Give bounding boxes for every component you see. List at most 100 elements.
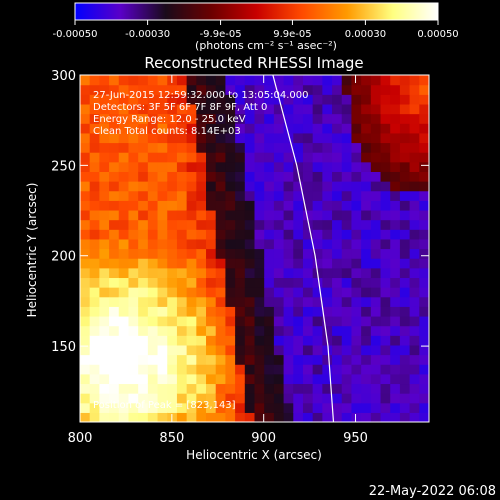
heatmap-cell	[293, 219, 304, 230]
heatmap-cell	[283, 344, 294, 356]
heatmap-cell	[215, 123, 227, 134]
heatmap-cell	[118, 277, 130, 288]
heatmap-cell	[128, 161, 139, 172]
heatmap-cell	[196, 75, 207, 86]
heatmap-cell	[264, 229, 275, 240]
heatmap-cell	[341, 383, 353, 394]
heatmap-cell	[370, 161, 382, 172]
heatmap-cell	[80, 315, 91, 327]
heatmap-cell	[235, 267, 246, 279]
heatmap-cell	[361, 132, 372, 144]
heatmap-cell	[341, 238, 353, 250]
heatmap-cell	[370, 393, 382, 404]
heatmap-cell	[332, 132, 343, 144]
heatmap-cell	[341, 142, 353, 153]
heatmap-cell	[322, 152, 333, 163]
y-tick-label: 200	[51, 250, 76, 265]
heatmap-cell	[302, 171, 314, 182]
heatmap-cell	[264, 161, 275, 172]
heatmap-cell	[109, 94, 120, 105]
heatmap-cell	[399, 248, 411, 259]
heatmap-cell	[147, 123, 159, 134]
heatmap-cell	[380, 229, 391, 240]
heatmap-cell	[89, 267, 100, 279]
heatmap-cell	[215, 287, 227, 298]
heatmap-cell	[99, 412, 110, 422]
heatmap-cell	[302, 287, 314, 298]
heatmap-cell	[196, 103, 207, 115]
heatmap-cell	[157, 161, 168, 172]
heatmap-cell	[244, 75, 256, 86]
heatmap-cell	[186, 132, 197, 144]
heatmap-cell	[283, 113, 294, 124]
heatmap-cell	[89, 229, 100, 240]
colorbar-tick-label: 9.9e-05	[273, 29, 311, 40]
heatmap-cell	[196, 123, 207, 134]
heatmap-cell	[370, 75, 382, 86]
heatmap-cell	[176, 152, 188, 163]
heatmap-cell	[235, 113, 246, 124]
heatmap-cell	[361, 229, 372, 240]
heatmap-cell	[89, 209, 100, 221]
heatmap-cell	[302, 190, 314, 201]
heatmap-cell	[370, 296, 382, 307]
heatmap-cell	[89, 190, 100, 201]
heatmap-cell	[118, 190, 130, 201]
heatmap-cell	[264, 181, 275, 192]
heatmap-cell	[419, 142, 429, 153]
heatmap-cell	[109, 113, 120, 124]
heatmap-cell	[215, 219, 227, 230]
heatmap-cell	[409, 209, 420, 221]
heatmap-cell	[322, 277, 333, 288]
heatmap-cell	[157, 267, 168, 279]
heatmap-cell	[147, 335, 159, 346]
heatmap-cell	[370, 335, 382, 346]
heatmap-cell	[399, 219, 411, 230]
heatmap-cell	[206, 238, 217, 250]
heatmap-cell	[409, 402, 420, 413]
heatmap-cell	[225, 335, 236, 346]
heatmap-cell	[332, 84, 343, 95]
heatmap-cell	[80, 335, 91, 346]
heatmap-cell	[312, 315, 323, 327]
heatmap-cell	[176, 113, 188, 124]
heatmap-cell	[419, 393, 429, 404]
heatmap-cell	[264, 200, 275, 211]
heatmap-cell	[302, 306, 314, 317]
heatmap-cell	[380, 287, 391, 298]
heatmap-cell	[419, 103, 429, 115]
heatmap-cell	[332, 75, 343, 86]
heatmap-cell	[409, 315, 420, 327]
heatmap-cell	[390, 161, 401, 172]
heatmap-cell	[370, 325, 382, 336]
heatmap-cell	[419, 354, 429, 365]
heatmap-cell	[244, 94, 256, 105]
heatmap-cell	[273, 325, 285, 336]
heatmap-cell	[167, 277, 178, 288]
heatmap-cell	[147, 94, 159, 105]
heatmap-cell	[312, 142, 323, 153]
heatmap-cell	[380, 190, 391, 201]
heatmap-cell	[332, 161, 343, 172]
heatmap-cell	[167, 267, 178, 279]
heatmap-cell	[293, 103, 304, 115]
heatmap-cell	[157, 277, 168, 288]
heatmap-cell	[409, 296, 420, 307]
heatmap-cell	[99, 354, 110, 365]
heatmap-cell	[147, 171, 159, 182]
heatmap-cell	[283, 354, 294, 365]
heatmap-cell	[157, 402, 168, 413]
heatmap-cell	[341, 200, 353, 211]
heatmap-cell	[341, 181, 353, 192]
heatmap-cell	[89, 402, 100, 413]
heatmap-cell	[302, 209, 314, 221]
heatmap-cell	[225, 229, 236, 240]
heatmap-cell	[167, 229, 178, 240]
heatmap-cell	[254, 315, 265, 327]
heatmap-cell	[128, 306, 139, 317]
heatmap-cell	[419, 94, 429, 105]
heatmap-cell	[80, 373, 91, 385]
heatmap-cell	[235, 161, 246, 172]
heatmap-cell	[89, 84, 100, 95]
heatmap-cell	[254, 209, 265, 221]
